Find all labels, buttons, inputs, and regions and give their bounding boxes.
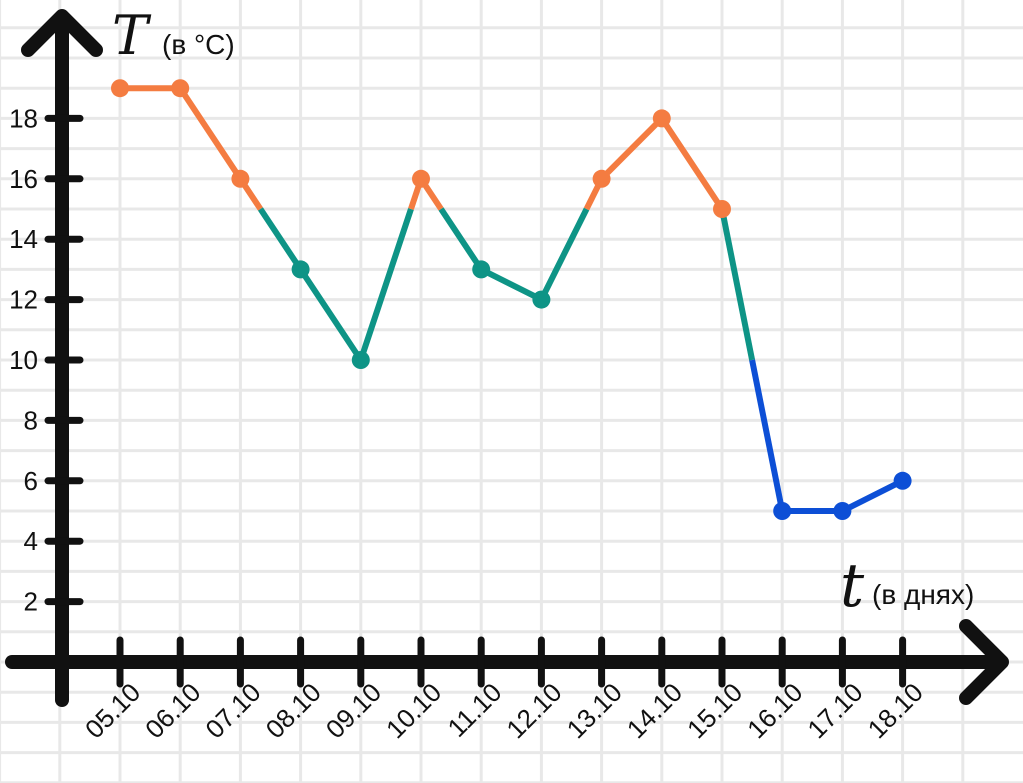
y-axis-unit: (в °C) (162, 29, 235, 60)
data-point (652, 109, 671, 128)
data-point (171, 79, 190, 98)
data-point (893, 471, 912, 490)
series-segment (599, 116, 664, 181)
x-tick-label: 05.10 (79, 677, 146, 744)
data-point (472, 260, 491, 279)
x-tick-label: 06.10 (139, 677, 206, 744)
x-axis-variable: t (840, 551, 865, 621)
series-segment (177, 86, 243, 181)
series-segment (479, 266, 543, 303)
data-point (532, 290, 551, 309)
series-segment (749, 359, 786, 512)
y-tick-label: 8 (24, 405, 38, 435)
x-axis-unit: (в днях) (872, 579, 974, 610)
data-point (351, 351, 370, 369)
series-segment (438, 207, 484, 272)
y-tick-label: 6 (24, 466, 38, 496)
y-tick-label: 12 (9, 285, 38, 315)
x-axis-arrow (959, 619, 1009, 705)
series-segment (841, 478, 904, 514)
data-point (713, 200, 731, 218)
data-point (592, 169, 611, 188)
temperature-series (111, 79, 912, 520)
x-tick-label: 16.10 (741, 677, 808, 744)
x-tick-label: 18.10 (862, 677, 929, 744)
y-tick-label: 18 (9, 103, 38, 133)
x-tick-label: 17.10 (801, 677, 868, 744)
x-tick-label: 09.10 (320, 677, 387, 744)
x-tick-label: 12.10 (500, 677, 567, 744)
y-axis-arrow (21, 9, 103, 57)
x-tick-label: 13.10 (561, 677, 628, 744)
data-point (773, 502, 792, 520)
series-segment (538, 207, 590, 301)
y-tick-label: 10 (9, 345, 38, 375)
y-tick-label: 14 (9, 224, 38, 254)
data-point (111, 79, 129, 98)
data-point (231, 169, 250, 188)
x-tick-label: 14.10 (621, 677, 688, 744)
data-point (833, 502, 852, 520)
x-tick-label: 08.10 (260, 677, 327, 744)
axes (5, 9, 1009, 707)
y-tick-label: 2 (24, 587, 38, 617)
y-tick-label: 4 (24, 526, 38, 556)
x-tick-label: 10.10 (380, 677, 447, 744)
data-point (291, 260, 310, 279)
data-point (412, 169, 430, 188)
x-tick-label: 15.10 (681, 677, 748, 744)
series-segment (719, 208, 756, 361)
x-tick-label: 11.10 (442, 677, 508, 743)
series-segment (659, 116, 725, 211)
y-tick-label: 16 (9, 164, 38, 194)
x-tick-label: 07.10 (199, 677, 266, 744)
y-axis-variable: T (112, 4, 152, 67)
series-segment (257, 207, 304, 272)
series-segment (298, 267, 364, 362)
series-segment (357, 208, 414, 361)
